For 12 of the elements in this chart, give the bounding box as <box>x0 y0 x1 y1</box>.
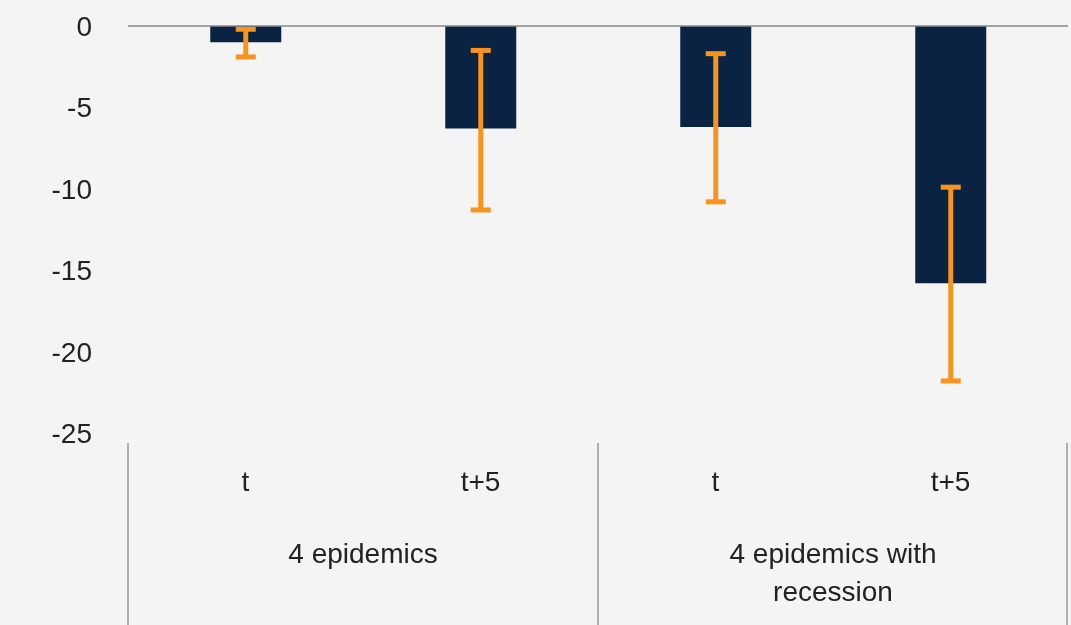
x-tick-label: t <box>711 465 720 497</box>
y-tick-label: -10 <box>51 173 92 205</box>
text: 4 epidemics <box>287 537 439 571</box>
text: 4 epidemics with recession <box>728 537 938 609</box>
y-tick-label: -15 <box>51 255 92 287</box>
y-tick-label: -25 <box>51 417 92 449</box>
x-tick-label: t+5 <box>460 465 501 497</box>
y-tick-label: -5 <box>67 92 92 124</box>
y-tick-label: 0 <box>76 10 92 42</box>
x-tick-label: t <box>241 465 250 497</box>
y-tick-label: -20 <box>51 336 92 368</box>
x-tick-label: t+5 <box>930 465 971 497</box>
